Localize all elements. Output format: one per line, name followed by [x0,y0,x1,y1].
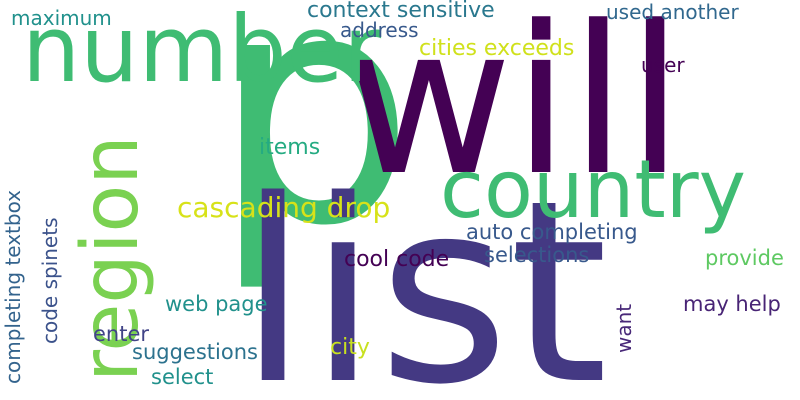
word-want: want [612,303,636,353]
word-user: user [641,53,685,77]
word-number: number [22,0,382,103]
word-may-help: may help [683,292,781,316]
word-select: select [151,365,214,389]
word-cool-code: cool code [344,247,450,272]
word-auto-completing: auto completing [466,220,638,244]
word-will: will [345,0,684,221]
word-used-another: used another [606,0,739,24]
word-code-spinets: code spinets [38,217,62,344]
word-city: city [330,335,370,360]
word-cities-exceeds: cities exceeds [419,36,575,61]
word-cascading-drop: cascading drop [177,191,391,224]
word-list: list [238,147,609,400]
word-context-sensitive: context sensitive [307,0,495,23]
word-suggestions: suggestions [132,340,258,364]
word-provide: provide [705,246,784,270]
word-completing-textbox: completing textbox [1,189,25,384]
word-items: items [259,135,321,160]
word-web-page: web page [165,292,268,316]
word-address: address [340,18,419,42]
word-country: country [440,143,746,236]
word-selections: selections [484,243,590,267]
word-maximum: maximum [11,6,112,30]
word-p: p [212,0,416,296]
word-enter: enter [93,322,150,346]
